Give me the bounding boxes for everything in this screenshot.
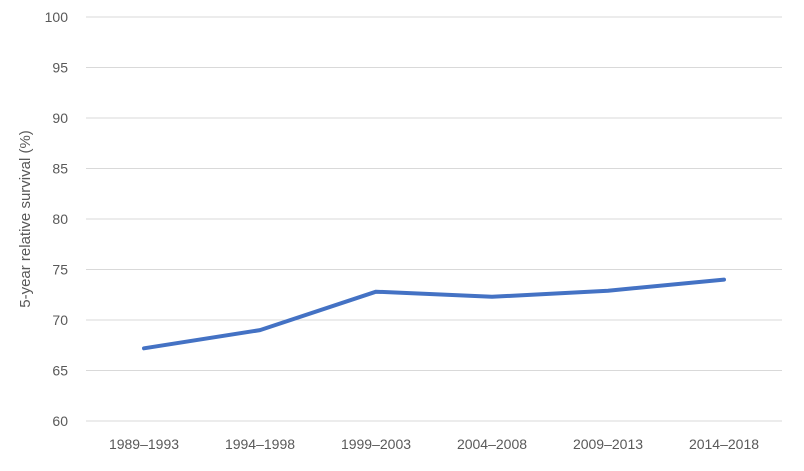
gridlines <box>86 16 782 422</box>
y-axis-ticks: 60 65 70 75 80 85 90 95 100 <box>45 9 69 429</box>
y-tick-label: 70 <box>52 312 68 328</box>
y-axis-title: 5-year relative survival (%) <box>17 130 34 308</box>
series-lines <box>142 277 726 351</box>
y-tick-label: 95 <box>52 60 68 76</box>
y-tick-label: 90 <box>52 110 68 126</box>
y-tick-label: 85 <box>52 161 68 177</box>
x-tick-label: 1994–1998 <box>225 436 295 452</box>
y-tick-label: 80 <box>52 211 68 227</box>
y-tick-label: 60 <box>52 413 68 429</box>
x-tick-label: 1999–2003 <box>341 436 411 452</box>
x-axis-ticks: 1989–1993 1994–1998 1999–2003 2004–2008 2009… <box>109 436 759 452</box>
y-tick-label: 65 <box>52 363 68 379</box>
x-tick-label: 2009–2013 <box>573 436 643 452</box>
y-tick-label: 75 <box>52 262 68 278</box>
x-tick-label: 2014–2018 <box>689 436 759 452</box>
series-line-0 <box>142 277 726 351</box>
x-tick-label: 2004–2008 <box>457 436 527 452</box>
x-tick-label: 1989–1993 <box>109 436 179 452</box>
y-tick-label: 100 <box>45 9 69 25</box>
